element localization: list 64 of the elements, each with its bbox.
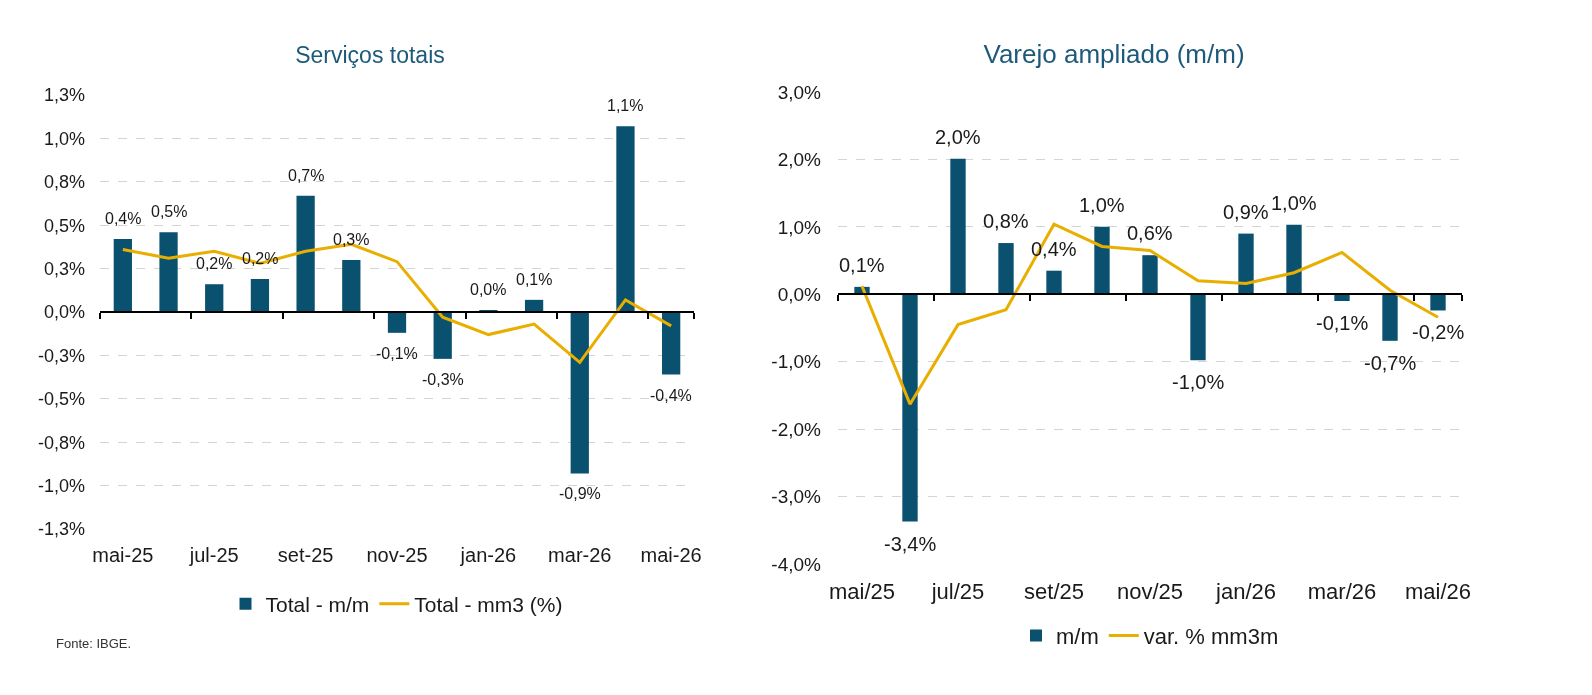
data-label: 0,9% bbox=[1223, 201, 1269, 223]
y-tick-label: 1,0% bbox=[777, 216, 822, 238]
legend-label: Total - m/m bbox=[265, 592, 370, 616]
data-label: 0,2% bbox=[196, 255, 233, 272]
data-label: -0,9% bbox=[559, 485, 601, 502]
x-tick-label: jul/25 bbox=[930, 579, 985, 604]
data-label: -0,4% bbox=[650, 387, 692, 404]
y-tick-label: 0,3% bbox=[43, 258, 85, 279]
x-tick-label: set/25 bbox=[1024, 579, 1084, 604]
data-label: -0,1% bbox=[1316, 312, 1369, 334]
data-label: 2,0% bbox=[935, 126, 981, 148]
chart-title: Serviços totais bbox=[295, 42, 445, 69]
y-tick-label: 3,0% bbox=[777, 81, 822, 103]
data-label: 0,7% bbox=[288, 167, 325, 184]
x-tick-label: mai/25 bbox=[828, 579, 896, 604]
y-tick-label: 0,0% bbox=[43, 302, 85, 323]
data-label: -0,2% bbox=[1412, 321, 1465, 343]
x-tick-label: nov-25 bbox=[366, 544, 428, 566]
y-tick-label: -4,0% bbox=[771, 553, 822, 575]
y-tick-label: -1,0% bbox=[771, 351, 822, 373]
x-tick-label: mai-26 bbox=[640, 544, 702, 566]
data-label: 1,0% bbox=[1271, 192, 1317, 214]
y-tick-label: 1,3% bbox=[43, 85, 85, 106]
y-tick-label: -0,3% bbox=[37, 345, 85, 366]
source-note: Fonte: IBGE. bbox=[56, 636, 132, 651]
data-label: -0,1% bbox=[376, 345, 418, 362]
data-label: 0,6% bbox=[1127, 222, 1173, 244]
data-label: -1,0% bbox=[1172, 371, 1225, 393]
legend-label: m/m bbox=[1056, 624, 1099, 650]
data-label: 1,1% bbox=[607, 97, 644, 114]
legend-label: Total - mm3 (%) bbox=[414, 592, 563, 616]
y-tick-label: -1,3% bbox=[37, 519, 85, 540]
x-tick-label: mar/26 bbox=[1307, 579, 1377, 604]
x-tick-label: jan/26 bbox=[1215, 579, 1276, 604]
x-tick-label: set-25 bbox=[277, 544, 334, 566]
data-label: -0,7% bbox=[1364, 352, 1417, 374]
x-tick-label: jan-26 bbox=[459, 544, 517, 566]
data-label: -3,4% bbox=[884, 533, 937, 555]
data-label: 1,0% bbox=[1079, 194, 1125, 216]
data-label: 0,1% bbox=[516, 271, 553, 288]
chart-title: Varejo ampliado (m/m) bbox=[983, 39, 1245, 70]
data-label: 0,1% bbox=[839, 254, 885, 276]
data-label: 0,5% bbox=[151, 203, 188, 220]
y-tick-label: 0,8% bbox=[43, 172, 85, 193]
data-label: -0,3% bbox=[422, 371, 464, 388]
x-tick-label: mar-26 bbox=[548, 544, 612, 566]
y-tick-label: -0,8% bbox=[37, 432, 85, 453]
data-label: 0,8% bbox=[983, 210, 1029, 232]
y-tick-label: -2,0% bbox=[771, 418, 822, 440]
y-tick-label: 0,5% bbox=[43, 215, 85, 236]
x-tick-label: nov/25 bbox=[1116, 579, 1184, 604]
y-tick-label: -3,0% bbox=[771, 486, 822, 508]
y-tick-label: -1,0% bbox=[37, 475, 85, 496]
x-tick-label: jul-25 bbox=[188, 544, 239, 566]
y-tick-label: 1,0% bbox=[43, 128, 85, 149]
y-tick-label: 0,0% bbox=[777, 283, 822, 305]
y-tick-label: -0,5% bbox=[37, 389, 85, 410]
data-label: 0,4% bbox=[105, 210, 142, 227]
data-label: 0,3% bbox=[333, 231, 370, 248]
legend-label: var. % mm3m bbox=[1143, 624, 1279, 650]
data-label: 0,0% bbox=[470, 281, 507, 298]
x-tick-label: mai-25 bbox=[92, 544, 154, 566]
x-tick-label: mai/26 bbox=[1404, 579, 1472, 604]
y-tick-label: 2,0% bbox=[777, 149, 822, 171]
